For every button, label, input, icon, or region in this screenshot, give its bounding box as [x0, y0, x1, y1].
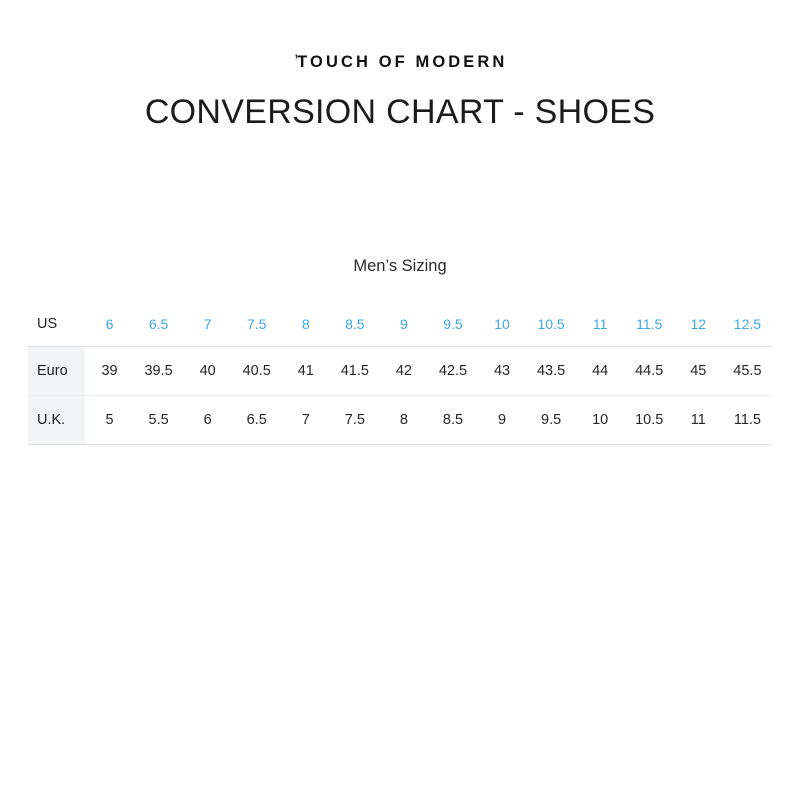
cell-uk-6: 8 — [399, 412, 408, 428]
cell-us-2: 7 — [203, 316, 212, 332]
row-label-uk: U.K. — [28, 395, 85, 445]
cell-euro-11: 44.5 — [635, 363, 664, 379]
cell-euro-12: 45 — [690, 363, 707, 379]
brand-logo: ’TOUCH OF MODERN — [0, 52, 800, 71]
cell-us-7: 9.5 — [443, 316, 463, 332]
cell-uk-7: 8.5 — [442, 412, 464, 428]
cell-us-13: 12.5 — [733, 316, 762, 332]
cell-us-11: 11.5 — [636, 316, 663, 332]
table-row-uk: U.K. 5 5.5 6 6.5 7 7.5 8 8.5 9 9.5 10 10… — [28, 395, 772, 445]
cell-euro-5: 41.5 — [340, 363, 369, 379]
cell-us-0: 6 — [105, 316, 114, 332]
cell-us-5: 8.5 — [345, 316, 365, 332]
cell-uk-5: 7.5 — [344, 412, 365, 428]
cell-uk-0: 5 — [105, 412, 114, 428]
cell-euro-10: 44 — [592, 363, 609, 379]
cell-us-9: 10.5 — [537, 316, 565, 332]
cell-uk-12: 11 — [690, 412, 706, 428]
cell-us-8: 10 — [494, 316, 510, 332]
cell-uk-2: 6 — [203, 412, 212, 428]
cell-uk-10: 10 — [592, 412, 609, 428]
page-title: CONVERSION CHART - SHOES — [144, 93, 656, 131]
brand-tick-mark: ’ — [294, 52, 298, 70]
cell-euro-13: 45.5 — [733, 363, 762, 379]
cell-us-4: 8 — [301, 316, 310, 332]
cell-euro-1: 39.5 — [144, 363, 173, 379]
table-row-us: US 6 6.5 7 7.5 8 8.5 9 9.5 10 10.5 11 11… — [28, 302, 772, 347]
cell-uk-4: 7 — [301, 412, 310, 428]
cell-euro-3: 40.5 — [242, 363, 271, 379]
cell-uk-3: 6.5 — [246, 412, 267, 428]
cell-euro-8: 43 — [493, 363, 511, 379]
cell-us-6: 9 — [400, 316, 408, 332]
cell-euro-4: 41 — [297, 363, 314, 379]
cell-uk-1: 5.5 — [148, 412, 169, 428]
section-heading-mens-sizing: Men’s Sizing — [353, 257, 447, 275]
cell-euro-2: 40 — [199, 363, 216, 379]
brand-name: TOUCH OF MODERN — [297, 53, 508, 71]
cell-euro-0: 39 — [101, 363, 118, 379]
cell-euro-7: 42.5 — [438, 363, 468, 379]
cell-euro-9: 43.5 — [536, 363, 566, 379]
cell-us-12: 12 — [690, 316, 707, 332]
size-conversion-table: US 6 6.5 7 7.5 8 8.5 9 9.5 10 10.5 11 11… — [28, 302, 772, 445]
cell-uk-8: 9 — [497, 412, 507, 428]
cell-euro-6: 42 — [395, 363, 412, 379]
size-conversion-table-wrapper: US 6 6.5 7 7.5 8 8.5 9 9.5 10 10.5 11 11… — [28, 302, 772, 445]
cell-us-10: 11 — [592, 316, 608, 332]
cell-uk-9: 9.5 — [541, 412, 562, 428]
cell-uk-13: 11.5 — [733, 412, 761, 428]
cell-us-1: 6.5 — [148, 316, 169, 332]
row-label-us: US — [28, 302, 85, 347]
cell-uk-11: 10.5 — [635, 412, 664, 428]
cell-us-3: 7.5 — [246, 316, 267, 332]
table-row-euro: Euro 39 39.5 40 40.5 41 41.5 42 42.5 43 … — [28, 346, 772, 396]
row-label-euro: Euro — [28, 346, 85, 396]
